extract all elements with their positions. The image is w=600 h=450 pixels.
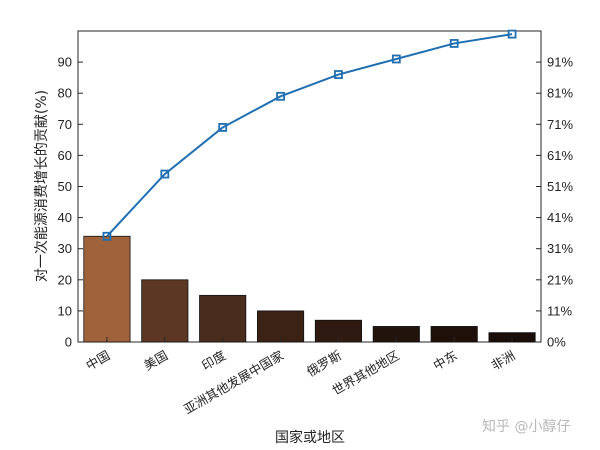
watermark-text: 知乎 @小醇仔 bbox=[482, 418, 570, 435]
left-tick-label: 90 bbox=[58, 55, 72, 70]
left-tick-label: 0 bbox=[65, 335, 72, 350]
x-tick-label: 中国 bbox=[83, 348, 112, 373]
line-marker bbox=[334, 70, 343, 79]
left-y-axis: 0 10 20 30 40 50 60 70 80 90 bbox=[58, 55, 83, 350]
right-tick-label: 91% bbox=[547, 55, 573, 70]
right-tick-label: 11% bbox=[547, 303, 572, 318]
line-marker bbox=[391, 54, 401, 64]
right-tick-label: 51% bbox=[547, 179, 573, 194]
x-tick-label: 印度 bbox=[199, 347, 229, 373]
line-marker bbox=[276, 91, 285, 101]
right-tick-label: 0% bbox=[547, 335, 566, 350]
line-marker bbox=[507, 29, 517, 39]
x-tick-label: 非洲 bbox=[488, 348, 517, 373]
right-tick-label: 81% bbox=[547, 86, 573, 101]
left-tick-label: 70 bbox=[58, 117, 72, 132]
left-tick-label: 60 bbox=[58, 148, 72, 163]
x-tick-label: 中东 bbox=[431, 348, 460, 373]
line-marker bbox=[218, 123, 228, 132]
cumulative-line bbox=[106, 33, 513, 237]
left-tick-label: 30 bbox=[58, 241, 72, 256]
right-tick-label: 61% bbox=[547, 148, 573, 163]
right-tick-label: 21% bbox=[547, 272, 573, 287]
left-tick-label: 20 bbox=[58, 272, 72, 287]
bar-series bbox=[83, 235, 536, 343]
left-tick-label: 50 bbox=[58, 179, 72, 194]
right-y-axis: 0% 11% 21% 31% 41% 51% 61% 71% 81% 91% bbox=[536, 55, 573, 350]
right-tick-label: 71% bbox=[547, 117, 573, 132]
left-tick-label: 80 bbox=[58, 86, 72, 101]
right-tick-label: 41% bbox=[547, 210, 573, 225]
x-tick-label: 俄罗斯 bbox=[304, 348, 344, 380]
line-marker bbox=[449, 39, 459, 48]
x-tick-label: 亚洲其他发展中国家 bbox=[181, 347, 286, 416]
y-axis-title: 对一次能源消费增长的贡献(%) bbox=[34, 90, 50, 282]
right-tick-label: 31% bbox=[547, 241, 573, 256]
bar bbox=[141, 279, 189, 343]
bar bbox=[199, 294, 247, 343]
line-marker bbox=[102, 231, 112, 241]
cumulative-line-series bbox=[102, 29, 517, 241]
x-tick-label: 美国 bbox=[141, 348, 170, 373]
bar bbox=[83, 235, 131, 343]
x-axis-title: 国家或地区 bbox=[275, 429, 345, 446]
left-tick-label: 10 bbox=[58, 303, 72, 318]
line-marker bbox=[160, 169, 170, 179]
left-tick-label: 40 bbox=[58, 210, 72, 225]
